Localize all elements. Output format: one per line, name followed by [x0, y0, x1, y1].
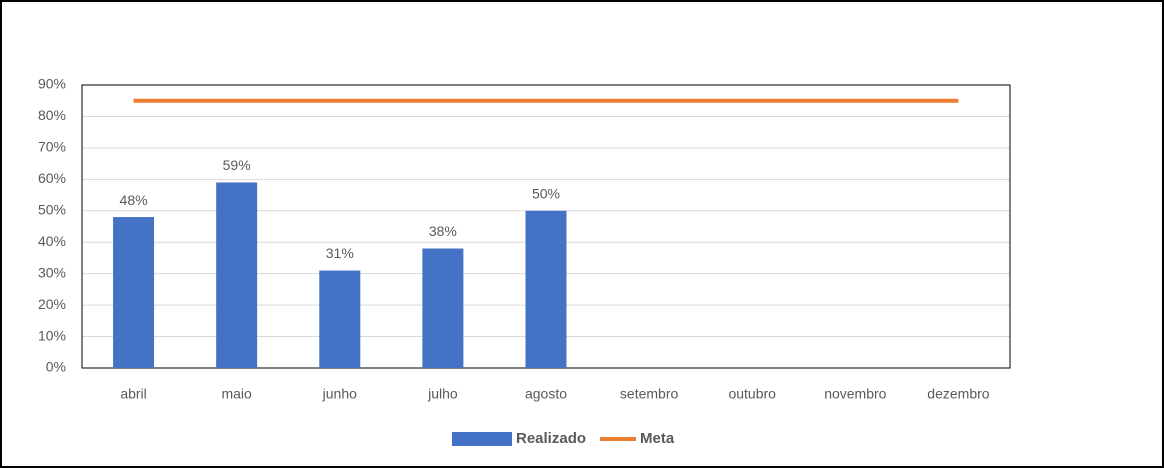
x-tick-label: outubro: [728, 386, 776, 402]
y-tick-label: 30%: [38, 264, 66, 280]
x-tick-label: maio: [221, 386, 252, 402]
x-tick-label: novembro: [824, 386, 886, 402]
bar: [216, 182, 258, 368]
y-tick-label: 0%: [46, 359, 66, 375]
y-tick-label: 70%: [38, 139, 66, 155]
y-tick-label: 20%: [38, 296, 66, 312]
data-label: 48%: [120, 192, 148, 208]
bar: [422, 248, 464, 368]
data-label: 38%: [429, 223, 457, 239]
data-label: 31%: [326, 245, 354, 261]
y-tick-label: 90%: [38, 76, 66, 92]
x-tick-label: junho: [322, 386, 357, 402]
x-tick-label: dezembro: [927, 386, 989, 402]
y-tick-label: 80%: [38, 107, 66, 123]
x-tick-label: abril: [120, 386, 146, 402]
data-label: 50%: [532, 185, 560, 201]
legend-swatch: [452, 432, 512, 446]
legend-label: Realizado: [516, 430, 586, 447]
bar: [113, 217, 155, 368]
bar: [525, 210, 567, 368]
y-tick-label: 40%: [38, 233, 66, 249]
legend-label: Meta: [640, 430, 675, 447]
data-label: 59%: [223, 157, 251, 173]
bar: [319, 270, 361, 368]
x-tick-label: setembro: [620, 386, 679, 402]
y-tick-label: 50%: [38, 201, 66, 217]
x-tick-label: julho: [427, 386, 458, 402]
y-tick-label: 60%: [38, 170, 66, 186]
x-tick-label: agosto: [525, 386, 567, 402]
y-tick-label: 10%: [38, 327, 66, 343]
